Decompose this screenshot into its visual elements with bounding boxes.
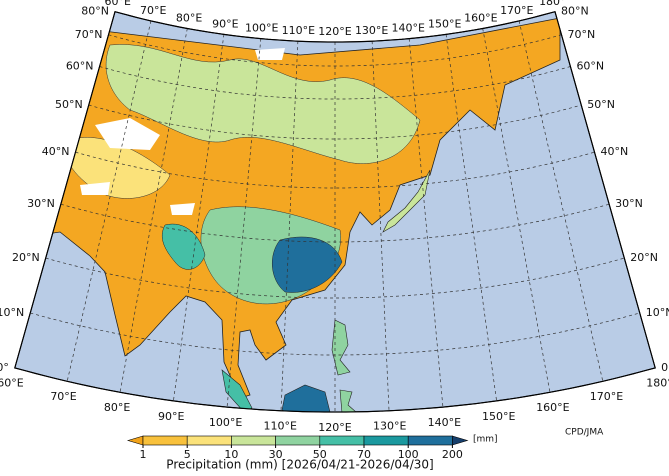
parallel	[88, 104, 582, 140]
lon-label-bottom: 160°E	[536, 401, 569, 414]
meridian	[518, 20, 604, 382]
lat-label-left: 0°	[0, 361, 9, 374]
lat-label-right: 80°N	[561, 5, 589, 18]
colorbar-segment	[363, 435, 409, 446]
colorbar-segment	[407, 435, 453, 446]
lat-label-left: 80°N	[81, 5, 109, 18]
meridian	[66, 20, 152, 382]
lon-label-top: 140°E	[392, 22, 425, 35]
lat-label-right: 30°N	[615, 197, 643, 210]
lon-label-top: 70°E	[140, 4, 166, 17]
meridian	[482, 28, 551, 393]
lon-label-bottom: 70°E	[50, 390, 76, 403]
lon-label-top: 100°E	[245, 22, 278, 35]
colorbar-label: 30	[269, 448, 283, 461]
lon-label-top: 80°E	[176, 12, 202, 25]
lon-label-top: 170°E	[500, 4, 533, 17]
lon-label-bottom: 80°E	[104, 401, 130, 414]
lon-label-top: 160°E	[464, 12, 497, 25]
lat-label-right: 70°N	[568, 28, 596, 41]
lon-label-top: 150°E	[428, 17, 461, 30]
meridian	[408, 38, 444, 408]
colorbar-label: 70	[357, 448, 371, 461]
lon-label-bottom: 150°E	[482, 410, 515, 423]
colorbar-segment	[231, 435, 276, 446]
meridian	[226, 38, 262, 408]
parallel	[45, 257, 625, 299]
lat-label-left: 50°N	[55, 98, 83, 111]
lat-label-left: 30°N	[27, 197, 55, 210]
colorbar-label: 100	[398, 448, 419, 461]
philippines	[331, 319, 351, 376]
colorbar-segment	[186, 435, 232, 446]
lat-label-left: 20°N	[12, 251, 40, 264]
lon-label-bottom: 170°E	[590, 390, 623, 403]
colorbar-title: Precipitation (mm) [2026/04/21-2026/04/3…	[166, 458, 433, 472]
sulawesi	[339, 389, 357, 412]
lon-label-top: 90°E	[212, 17, 238, 30]
dry-region	[80, 48, 285, 215]
lon-label-bottom: 120°E	[318, 421, 351, 434]
lat-label-right: 20°N	[630, 251, 658, 264]
japan	[382, 169, 431, 233]
lon-label-bottom: 130°E	[373, 420, 406, 433]
lon-label-bottom: 90°E	[158, 410, 184, 423]
parallel	[99, 66, 571, 100]
lon-label-top: 130°E	[355, 24, 388, 37]
lat-label-left: 60°N	[66, 60, 94, 73]
lon-label-bottom: 60°E	[0, 376, 24, 389]
meridian	[280, 41, 299, 411]
lat-label-right: 10°N	[646, 306, 669, 319]
graticule	[30, 20, 640, 412]
lat-label-right: 0°	[661, 361, 669, 374]
meridian	[371, 41, 390, 411]
lat-label-right: 50°N	[587, 98, 615, 111]
credit: CPD/JMA	[565, 428, 604, 438]
wet-region	[272, 236, 343, 293]
lon-label-bottom: 100°E	[209, 416, 242, 429]
wet-region	[105, 44, 421, 164]
meridian	[119, 28, 188, 393]
lon-label-bottom: 140°E	[428, 416, 461, 429]
lat-label-left: 40°N	[42, 145, 70, 158]
lat-label-right: 60°N	[576, 60, 604, 73]
colorbar-label: 50	[313, 448, 327, 461]
colorbar-extend-high	[452, 435, 469, 446]
meridian	[445, 34, 497, 401]
colorbar-unit: [mm]	[473, 435, 498, 445]
colorbar-label: 10	[224, 448, 238, 461]
lon-label-bottom: 110°E	[264, 420, 297, 433]
borneo	[281, 384, 331, 412]
parallel	[30, 312, 640, 356]
lat-label-left: 70°N	[75, 28, 103, 41]
lon-label-bottom: 180°	[646, 376, 669, 389]
parallel	[60, 203, 610, 243]
colorbar-extend-low	[126, 435, 144, 446]
colorbar-segment	[142, 435, 188, 446]
lon-label-top: 180°	[539, 0, 566, 8]
colorbar-label: 5	[184, 448, 191, 461]
colorbar-label: 1	[140, 448, 147, 461]
lon-label-top: 120°E	[318, 25, 351, 38]
parallel	[108, 34, 562, 67]
lat-label-left: 10°N	[0, 306, 24, 319]
land-layer	[19, 17, 561, 412]
lon-label-top: 60°E	[104, 0, 130, 8]
colorbar-segment	[319, 435, 365, 446]
lat-label-right: 40°N	[601, 145, 629, 158]
lon-label-top: 110°E	[282, 24, 315, 37]
colorbar-segment	[275, 435, 321, 446]
colorbar-label: 200	[442, 448, 463, 461]
meridian	[173, 34, 225, 401]
map-frame	[14, 10, 656, 413]
